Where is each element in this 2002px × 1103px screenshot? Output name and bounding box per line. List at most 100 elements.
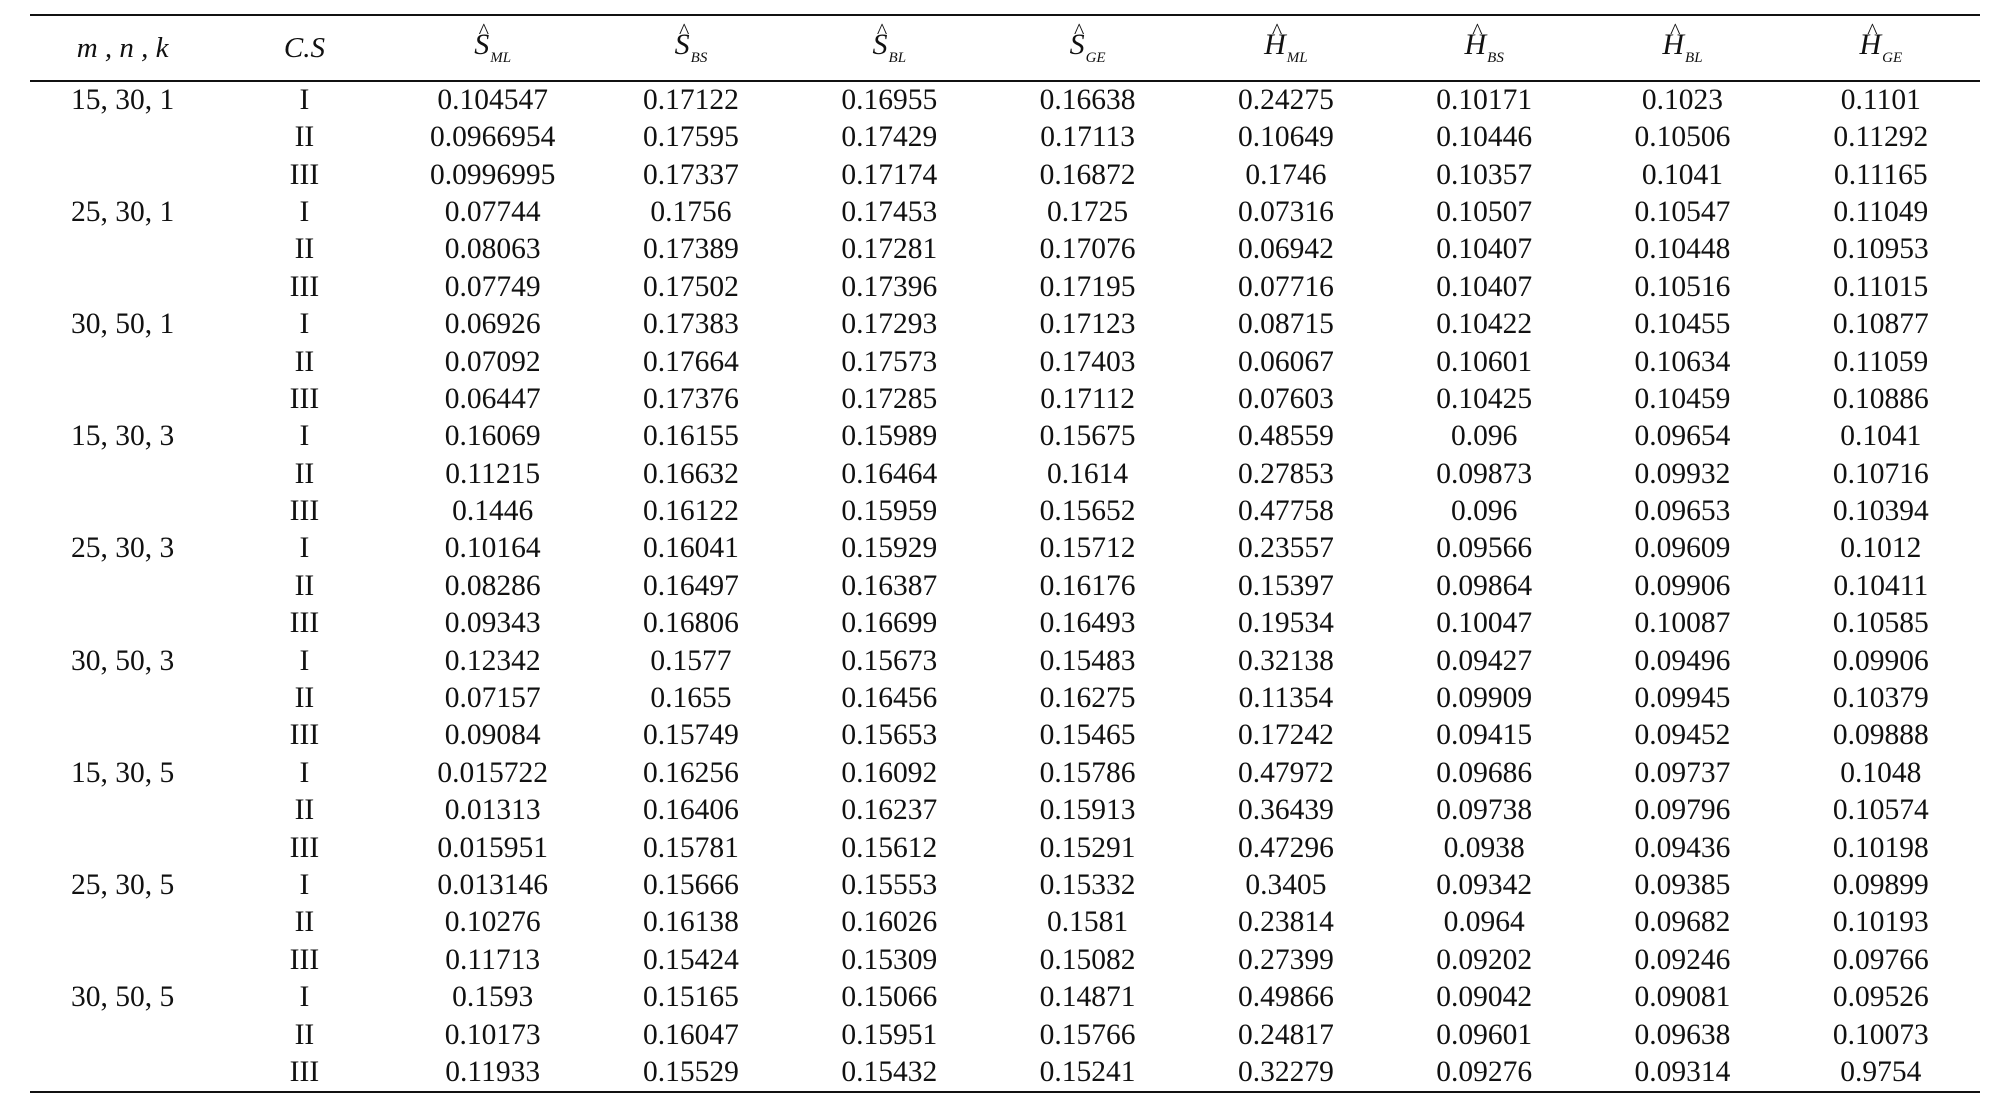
value-cell: 0.17383 <box>643 308 739 341</box>
table-body: 15, 30, 1 I 0.104547 0.17122 0.16955 0.16638 0… <box>30 81 1980 1093</box>
group-cell <box>30 456 215 493</box>
value-cell: 0.015951 <box>437 831 548 864</box>
estimator-symbol: ^ H <box>1859 18 1882 61</box>
value-cell: 0.32279 <box>1186 1053 1386 1093</box>
value-cell: 0.16699 <box>841 607 938 640</box>
value-cell: 0.1756 <box>650 195 732 228</box>
group-cell: 30, 50, 1 <box>71 308 175 341</box>
value-cell: 0.17076 <box>1039 233 1136 266</box>
value-cell: 0.09609 <box>1634 532 1731 565</box>
value-cell: 0.1746 <box>1245 158 1327 191</box>
table-row: III 0.09084 0.15749 0.15653 0.15465 0.17242 0.… <box>30 717 1980 754</box>
value-cell: 0.09601 <box>1436 1018 1533 1051</box>
value-cell: 0.15913 <box>1039 794 1136 827</box>
value-cell: 0.17123 <box>1039 308 1136 341</box>
table-header-row: m , n , k C.S ^ SML ^ SBS ^ SBL ^ SGE ^ HML ^… <box>30 14 1980 82</box>
group-cell <box>30 231 215 268</box>
censoring-scheme-cell: I <box>299 532 310 565</box>
value-cell: 0.09686 <box>1436 756 1533 789</box>
value-cell: 0.09906 <box>1634 569 1731 602</box>
value-cell: 0.1446 <box>452 495 534 528</box>
group-cell: 15, 30, 1 <box>71 84 175 116</box>
value-cell: 0.096 <box>1450 420 1518 453</box>
table-row: 15, 30, 1 I 0.104547 0.17122 0.16955 0.16638 0… <box>30 81 1980 119</box>
estimator-subscript: BL <box>888 50 907 66</box>
group-cell <box>30 904 215 941</box>
value-cell: 0.32138 <box>1237 644 1334 677</box>
estimator-subscript: BS <box>690 50 708 66</box>
value-cell: 0.06447 <box>444 382 541 415</box>
value-cell: 0.16275 <box>1039 682 1136 715</box>
value-cell: 0.16176 <box>1039 569 1136 602</box>
value-cell: 0.12342 <box>444 644 541 677</box>
value-cell: 0.16237 <box>841 794 938 827</box>
value-cell: 0.15612 <box>841 831 938 864</box>
value-cell: 0.1725 <box>1047 195 1129 228</box>
value-cell: 0.10276 <box>444 906 541 939</box>
value-cell: 0.09796 <box>1634 794 1731 827</box>
value-cell: 0.15332 <box>1039 869 1136 901</box>
value-cell: 0.11059 <box>1833 345 1929 378</box>
header-estimator: ^ HML <box>1186 14 1386 82</box>
group-cell <box>30 568 215 605</box>
table-row: 25, 30, 1 I 0.07744 0.1756 0.17453 0.1725 0.07… <box>30 194 1980 231</box>
value-cell: 0.104547 <box>437 84 548 116</box>
value-cell: 0.17664 <box>643 345 739 378</box>
value-cell: 0.17174 <box>841 158 938 191</box>
value-cell: 0.015722 <box>437 756 548 789</box>
value-cell: 0.16047 <box>643 1018 739 1051</box>
estimator-symbol: ^ S <box>872 18 888 61</box>
value-cell: 0.17403 <box>1039 345 1136 378</box>
table-row: 30, 50, 5 I 0.1593 0.15165 0.15066 0.14871 0.4… <box>30 979 1980 1016</box>
value-cell: 0.24817 <box>1237 1018 1334 1051</box>
value-cell: 0.15929 <box>841 532 938 565</box>
value-cell: 0.10173 <box>444 1018 541 1051</box>
group-cell: 30, 50, 5 <box>71 981 175 1014</box>
value-cell: 0.17195 <box>1039 270 1136 303</box>
group-cell <box>30 792 215 829</box>
value-cell: 0.17293 <box>841 308 938 341</box>
value-cell: 0.16406 <box>643 794 739 827</box>
header-cs: C.S <box>215 14 394 82</box>
value-cell: 0.10649 <box>1237 121 1334 154</box>
value-cell: 0.10411 <box>1833 569 1929 602</box>
value-cell: 0.16092 <box>841 756 938 789</box>
value-cell: 0.15766 <box>1039 1018 1136 1051</box>
table-row: 15, 30, 5 I 0.015722 0.16256 0.16092 0.15786 0… <box>30 755 1980 792</box>
estimator-subscript: BL <box>1685 50 1703 66</box>
value-cell: 0.06067 <box>1237 345 1334 378</box>
value-cell: 0.10193 <box>1832 906 1929 939</box>
value-cell: 0.16955 <box>841 84 938 116</box>
value-cell: 0.15666 <box>643 869 739 901</box>
value-cell: 0.15781 <box>643 831 739 864</box>
estimator-subscript: GE <box>1085 50 1106 66</box>
value-cell: 0.10394 <box>1832 495 1929 528</box>
value-cell: 0.10716 <box>1832 457 1929 490</box>
value-cell: 0.15066 <box>841 981 938 1014</box>
table-row: 15, 30, 3 I 0.16069 0.16155 0.15989 0.15675 0.… <box>30 418 1980 455</box>
table-row: II 0.10276 0.16138 0.16026 0.1581 0.23814 0.09… <box>30 904 1980 941</box>
value-cell: 0.15424 <box>643 943 739 976</box>
value-cell: 0.15959 <box>841 495 938 528</box>
censoring-scheme-cell: II <box>294 457 315 490</box>
censoring-scheme-cell: II <box>294 345 315 378</box>
value-cell: 0.15241 <box>988 1053 1187 1093</box>
value-cell: 0.15712 <box>1039 532 1136 565</box>
group-cell <box>30 942 215 979</box>
censoring-scheme-cell: III <box>289 719 320 752</box>
value-cell: 0.09342 <box>1436 869 1533 901</box>
value-cell: 0.11933 <box>393 1053 592 1093</box>
estimator-subscript: GE <box>1882 50 1903 66</box>
estimator-subscript: BS <box>1487 50 1504 66</box>
estimator-symbol: ^ S <box>474 18 490 61</box>
table-row: III 0.0996995 0.17337 0.17174 0.16872 0.1746 0… <box>30 156 1980 193</box>
censoring-scheme-cell: III <box>289 382 320 415</box>
censoring-scheme-cell: II <box>294 569 315 602</box>
value-cell: 0.15673 <box>841 644 938 677</box>
value-cell: 0.08286 <box>444 569 541 602</box>
value-cell: 0.27399 <box>1237 943 1334 976</box>
value-cell: 0.16387 <box>841 569 938 602</box>
group-cell <box>30 605 215 642</box>
estimator-symbol: ^ S <box>674 18 690 61</box>
value-cell: 0.0996995 <box>430 158 556 191</box>
